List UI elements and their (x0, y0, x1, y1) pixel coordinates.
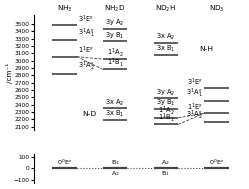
Text: 3x A$_2$: 3x A$_2$ (156, 32, 176, 42)
Text: N-H: N-H (199, 46, 213, 52)
Text: 3$^1$A$_2^{\prime\prime}$: 3$^1$A$_2^{\prime\prime}$ (78, 60, 95, 73)
Text: 3y A$_2$: 3y A$_2$ (156, 87, 176, 98)
Text: 1$^1$E$^{\prime\prime}$: 1$^1$E$^{\prime\prime}$ (187, 101, 203, 113)
Text: 1$^1$B$_1$: 1$^1$B$_1$ (107, 56, 124, 69)
Text: 3$^1$A$_1^{\prime\prime}$: 3$^1$A$_1^{\prime\prime}$ (186, 87, 203, 100)
Text: 1$^1$A$_2$: 1$^1$A$_2$ (158, 105, 174, 117)
Text: 0$^0$E$^{\prime\prime}$: 0$^0$E$^{\prime\prime}$ (57, 158, 72, 167)
Text: 3x A$_2$: 3x A$_2$ (105, 98, 125, 108)
Text: ND$_2$H: ND$_2$H (155, 4, 177, 14)
Text: 3x B$_1$: 3x B$_1$ (105, 109, 125, 119)
Text: N-D: N-D (83, 111, 97, 117)
Text: 0$^0$E$^{\prime\prime}$: 0$^0$E$^{\prime\prime}$ (209, 158, 225, 167)
Text: 3$^1$A$_2^{\prime\prime}$: 3$^1$A$_2^{\prime\prime}$ (186, 108, 203, 122)
Text: 1$^1$E$^{\prime\prime}$: 1$^1$E$^{\prime\prime}$ (78, 45, 94, 56)
Text: 1$^1$A$_2$: 1$^1$A$_2$ (107, 46, 123, 59)
Text: 3y B$_1$: 3y B$_1$ (156, 98, 176, 108)
Text: B$_1$: B$_1$ (111, 158, 120, 167)
Text: A$_2$: A$_2$ (162, 158, 170, 167)
Text: 3y A$_2$: 3y A$_2$ (105, 18, 125, 28)
Text: B$_1$: B$_1$ (162, 170, 170, 178)
Text: 3y B$_1$: 3y B$_1$ (105, 30, 125, 41)
Text: ND$_3$: ND$_3$ (209, 4, 225, 14)
Text: A$_2$: A$_2$ (111, 170, 120, 178)
Text: 1$^1$B$_1$: 1$^1$B$_1$ (158, 112, 174, 124)
Text: NH$_3$: NH$_3$ (57, 4, 72, 14)
Text: 3$^1$E$^{\prime\prime}$: 3$^1$E$^{\prime\prime}$ (78, 14, 94, 25)
Text: NH$_2$D: NH$_2$D (104, 4, 126, 14)
Y-axis label: /cm⁻¹: /cm⁻¹ (6, 63, 13, 83)
Text: 3$^1$A$_1^{\prime\prime}$: 3$^1$A$_1^{\prime\prime}$ (78, 26, 95, 40)
Text: 3x B$_1$: 3x B$_1$ (156, 44, 176, 54)
Text: 3$^1$E$^{\prime\prime}$: 3$^1$E$^{\prime\prime}$ (187, 76, 203, 88)
